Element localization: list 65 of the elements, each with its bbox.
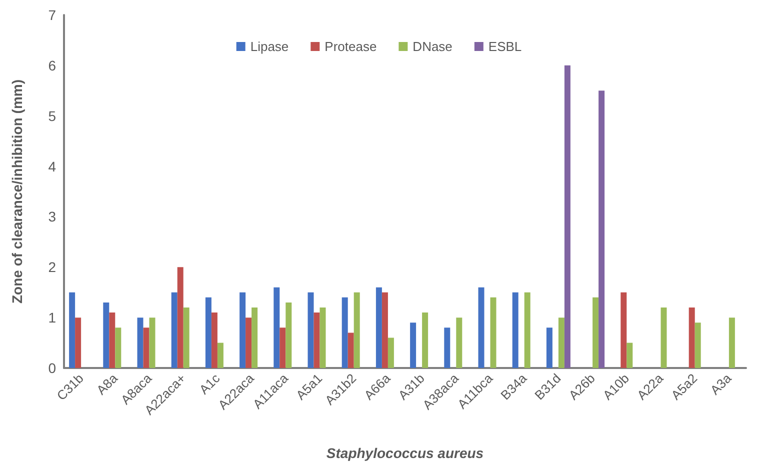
bar	[490, 297, 496, 368]
bar	[382, 292, 388, 368]
bar	[456, 318, 462, 368]
legend-label: DNase	[412, 39, 452, 54]
bar	[205, 297, 212, 368]
x-tick-label: A3a	[707, 370, 735, 398]
bar	[688, 307, 695, 368]
bar	[478, 287, 484, 368]
y-axis-title: Zone of clearance/inhibition (mm)	[9, 79, 25, 304]
bar	[252, 307, 258, 368]
bar	[660, 307, 667, 368]
bar	[286, 302, 292, 368]
bar	[314, 312, 320, 368]
bar	[342, 297, 348, 368]
bar	[348, 332, 354, 368]
bar	[183, 307, 190, 368]
bar	[109, 312, 116, 368]
bar	[694, 322, 701, 368]
bar	[280, 328, 286, 368]
bar	[524, 292, 530, 368]
bar	[546, 328, 552, 368]
bar	[69, 292, 76, 368]
bar	[149, 318, 156, 368]
bar	[240, 292, 246, 368]
legend-label: ESBL	[488, 39, 522, 54]
bar	[217, 342, 224, 368]
x-tick-label: A1c	[196, 370, 224, 398]
bar	[115, 328, 122, 368]
x-axis-title: Staphylococcus aureus	[326, 445, 484, 461]
bar	[75, 318, 82, 368]
bar	[728, 318, 735, 368]
bar	[354, 292, 360, 368]
bar	[171, 292, 178, 368]
bar	[626, 342, 633, 368]
bar	[137, 318, 144, 368]
y-tick-label: 7	[48, 7, 56, 23]
legend-label: Protease	[324, 39, 377, 54]
bar	[246, 318, 252, 368]
bar	[558, 318, 564, 368]
bar	[598, 90, 605, 368]
bar	[422, 312, 428, 368]
bar	[564, 65, 570, 368]
bar	[512, 292, 518, 368]
bar	[388, 338, 394, 368]
bar	[592, 297, 599, 368]
bar	[211, 312, 218, 368]
bar	[320, 307, 326, 368]
y-tick-label: 6	[48, 57, 56, 74]
y-tick-label: 2	[48, 259, 56, 276]
y-tick-label: 1	[48, 310, 56, 326]
legend-label: Lipase	[250, 39, 289, 54]
y-tick-label: 0	[48, 360, 56, 376]
bar	[376, 287, 382, 368]
bar	[103, 302, 110, 368]
bar	[274, 287, 280, 368]
x-tick-label: A8a	[94, 370, 121, 398]
bar	[444, 328, 450, 368]
y-tick-label: 5	[48, 108, 56, 124]
y-tick-label: 4	[48, 158, 56, 174]
bar	[308, 292, 314, 368]
bar	[177, 267, 184, 368]
y-tick-label: 3	[48, 208, 56, 225]
bar	[620, 292, 627, 368]
bar	[143, 328, 150, 368]
bar	[410, 322, 416, 368]
